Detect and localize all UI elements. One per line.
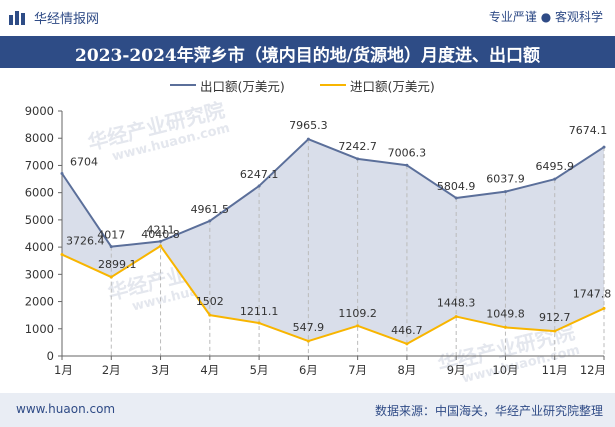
y-tick-label: 1000 xyxy=(25,322,54,336)
y-tick-label: 2000 xyxy=(25,295,54,309)
y-tick-label: 3000 xyxy=(25,267,54,281)
import-point xyxy=(109,275,113,279)
y-tick-label: 5000 xyxy=(25,213,54,227)
footer-source: 数据来源：中国海关，华经产业研究院整理 xyxy=(374,404,603,418)
x-tick-label: 5月 xyxy=(250,363,269,377)
x-tick-label: 8月 xyxy=(397,363,416,377)
export-point xyxy=(503,190,507,194)
import-point xyxy=(159,244,163,248)
x-tick-label: 10月 xyxy=(492,363,518,377)
x-tick-label: 2月 xyxy=(102,363,121,377)
export-data-label: 7674.1 xyxy=(569,124,608,137)
import-data-label: 2899.1 xyxy=(98,258,137,271)
import-data-label: 446.7 xyxy=(391,324,423,337)
tagline: 专业严谨 ● 客观科学 xyxy=(488,10,603,24)
export-data-label: 6247.1 xyxy=(240,168,279,181)
top-bar: 华经情报网 专业严谨 ● 客观科学 xyxy=(0,0,615,36)
export-point xyxy=(159,239,163,243)
export-data-label: 7965.3 xyxy=(289,119,328,132)
import-data-label: 912.7 xyxy=(539,311,571,324)
import-data-label: 1747.8 xyxy=(573,287,612,300)
import-point xyxy=(553,329,557,333)
export-data-label: 4961.5 xyxy=(191,203,230,216)
y-tick-label: 8000 xyxy=(25,131,54,145)
y-tick-label: 4000 xyxy=(25,240,54,254)
export-data-label: 7242.7 xyxy=(338,140,377,153)
x-tick-label: 4月 xyxy=(200,363,219,377)
import-line xyxy=(61,245,605,345)
import-point xyxy=(306,339,310,343)
import-data-label: 1448.3 xyxy=(437,297,476,310)
export-point xyxy=(60,172,64,176)
export-data-label: 5804.9 xyxy=(437,180,476,193)
export-data-label: 4211 xyxy=(147,223,175,236)
import-data-label: 547.9 xyxy=(293,321,325,334)
import-point xyxy=(454,315,458,319)
export-data-label: 4017 xyxy=(97,229,125,242)
x-tick-label: 6月 xyxy=(299,363,318,377)
import-data-label: 1211.1 xyxy=(240,305,279,318)
export-point xyxy=(405,163,409,167)
import-point xyxy=(257,321,261,325)
import-data-label: 3726.4 xyxy=(66,235,105,248)
chart-title: 2023-2024年萍乡市（境内目的地/货源地）月度进、出口额 xyxy=(75,46,540,66)
x-tick-label: 3月 xyxy=(151,363,170,377)
export-point xyxy=(208,219,212,223)
import-point xyxy=(356,324,360,328)
legend-swatch-export xyxy=(170,84,196,86)
x-tick-label: 12月 xyxy=(580,363,606,377)
title-bar: 2023-2024年萍乡市（境内目的地/货源地）月度进、出口额 xyxy=(0,36,615,68)
import-data-label: 1109.2 xyxy=(338,307,377,320)
x-tick-label: 7月 xyxy=(348,363,367,377)
export-point xyxy=(109,245,113,249)
import-point xyxy=(208,313,212,317)
export-data-label: 7006.3 xyxy=(388,146,427,159)
x-tick-label: 1月 xyxy=(54,363,73,377)
export-point xyxy=(602,145,606,149)
footer-website: www.huaon.com xyxy=(16,402,116,416)
import-point xyxy=(60,253,64,257)
x-tick-label: 11月 xyxy=(542,363,568,377)
import-data-label: 4040.8 xyxy=(141,228,180,241)
y-tick-label: 6000 xyxy=(25,186,54,200)
legend-swatch-import xyxy=(320,84,346,86)
import-point xyxy=(405,342,409,346)
logo-icon xyxy=(9,11,25,25)
export-area xyxy=(62,139,604,344)
export-point xyxy=(257,184,261,188)
export-data-label: 6704 xyxy=(70,156,98,169)
export-point xyxy=(306,137,310,141)
x-tick-label: 9月 xyxy=(447,363,466,377)
export-data-label: 6037.9 xyxy=(486,173,525,186)
y-tick-label: 7000 xyxy=(25,158,54,172)
export-data-label: 6495.9 xyxy=(535,160,574,173)
import-point xyxy=(602,306,606,310)
y-tick-label: 0 xyxy=(47,349,54,363)
import-point xyxy=(503,325,507,329)
export-line xyxy=(61,138,605,248)
y-tick-label: 9000 xyxy=(25,104,54,118)
legend-label-import: 进口额(万美元) xyxy=(350,79,435,94)
footer: www.huaon.com 数据来源：中国海关，华经产业研究院整理 xyxy=(0,393,615,427)
export-point xyxy=(553,177,557,181)
export-point xyxy=(454,196,458,200)
legend-label-export: 出口额(万美元) xyxy=(200,79,285,94)
import-data-label: 1049.8 xyxy=(486,307,525,320)
brand-name: 华经情报网 xyxy=(34,12,100,27)
legend: 出口额(万美元) 进口额(万美元) xyxy=(0,76,615,94)
import-data-label: 1502 xyxy=(196,295,224,308)
export-point xyxy=(356,157,360,161)
